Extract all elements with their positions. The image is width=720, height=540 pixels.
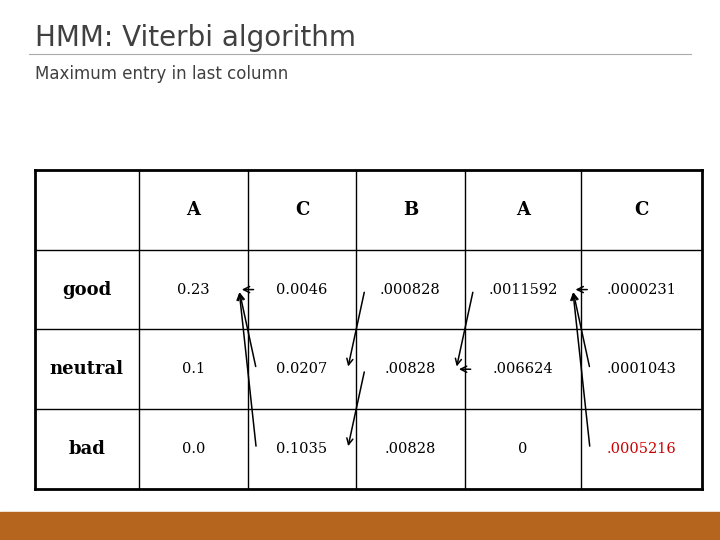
Text: C: C (634, 201, 649, 219)
Text: good: good (62, 281, 112, 299)
Text: .00828: .00828 (384, 442, 436, 456)
Text: Maximum entry in last column: Maximum entry in last column (35, 65, 288, 83)
Text: HMM: Viterbi algorithm: HMM: Viterbi algorithm (35, 24, 356, 52)
Text: A: A (516, 201, 530, 219)
Text: .0001043: .0001043 (607, 362, 677, 376)
Text: 0.0: 0.0 (181, 442, 205, 456)
Text: C: C (294, 201, 309, 219)
Text: bad: bad (68, 440, 105, 458)
Text: 0.1: 0.1 (182, 362, 205, 376)
Text: .0000231: .0000231 (607, 282, 677, 296)
Text: .0011592: .0011592 (488, 282, 558, 296)
Text: 0: 0 (518, 442, 528, 456)
Text: 0.1035: 0.1035 (276, 442, 328, 456)
Text: .0005216: .0005216 (607, 442, 677, 456)
Text: neutral: neutral (50, 360, 124, 378)
Text: 0.0207: 0.0207 (276, 362, 328, 376)
Text: .000828: .000828 (380, 282, 441, 296)
Text: .006624: .006624 (492, 362, 554, 376)
Text: 0.23: 0.23 (177, 282, 210, 296)
Text: 0.0046: 0.0046 (276, 282, 328, 296)
Text: .00828: .00828 (384, 362, 436, 376)
Text: B: B (403, 201, 418, 219)
Bar (0, 512, 720, 540)
Text: A: A (186, 201, 200, 219)
